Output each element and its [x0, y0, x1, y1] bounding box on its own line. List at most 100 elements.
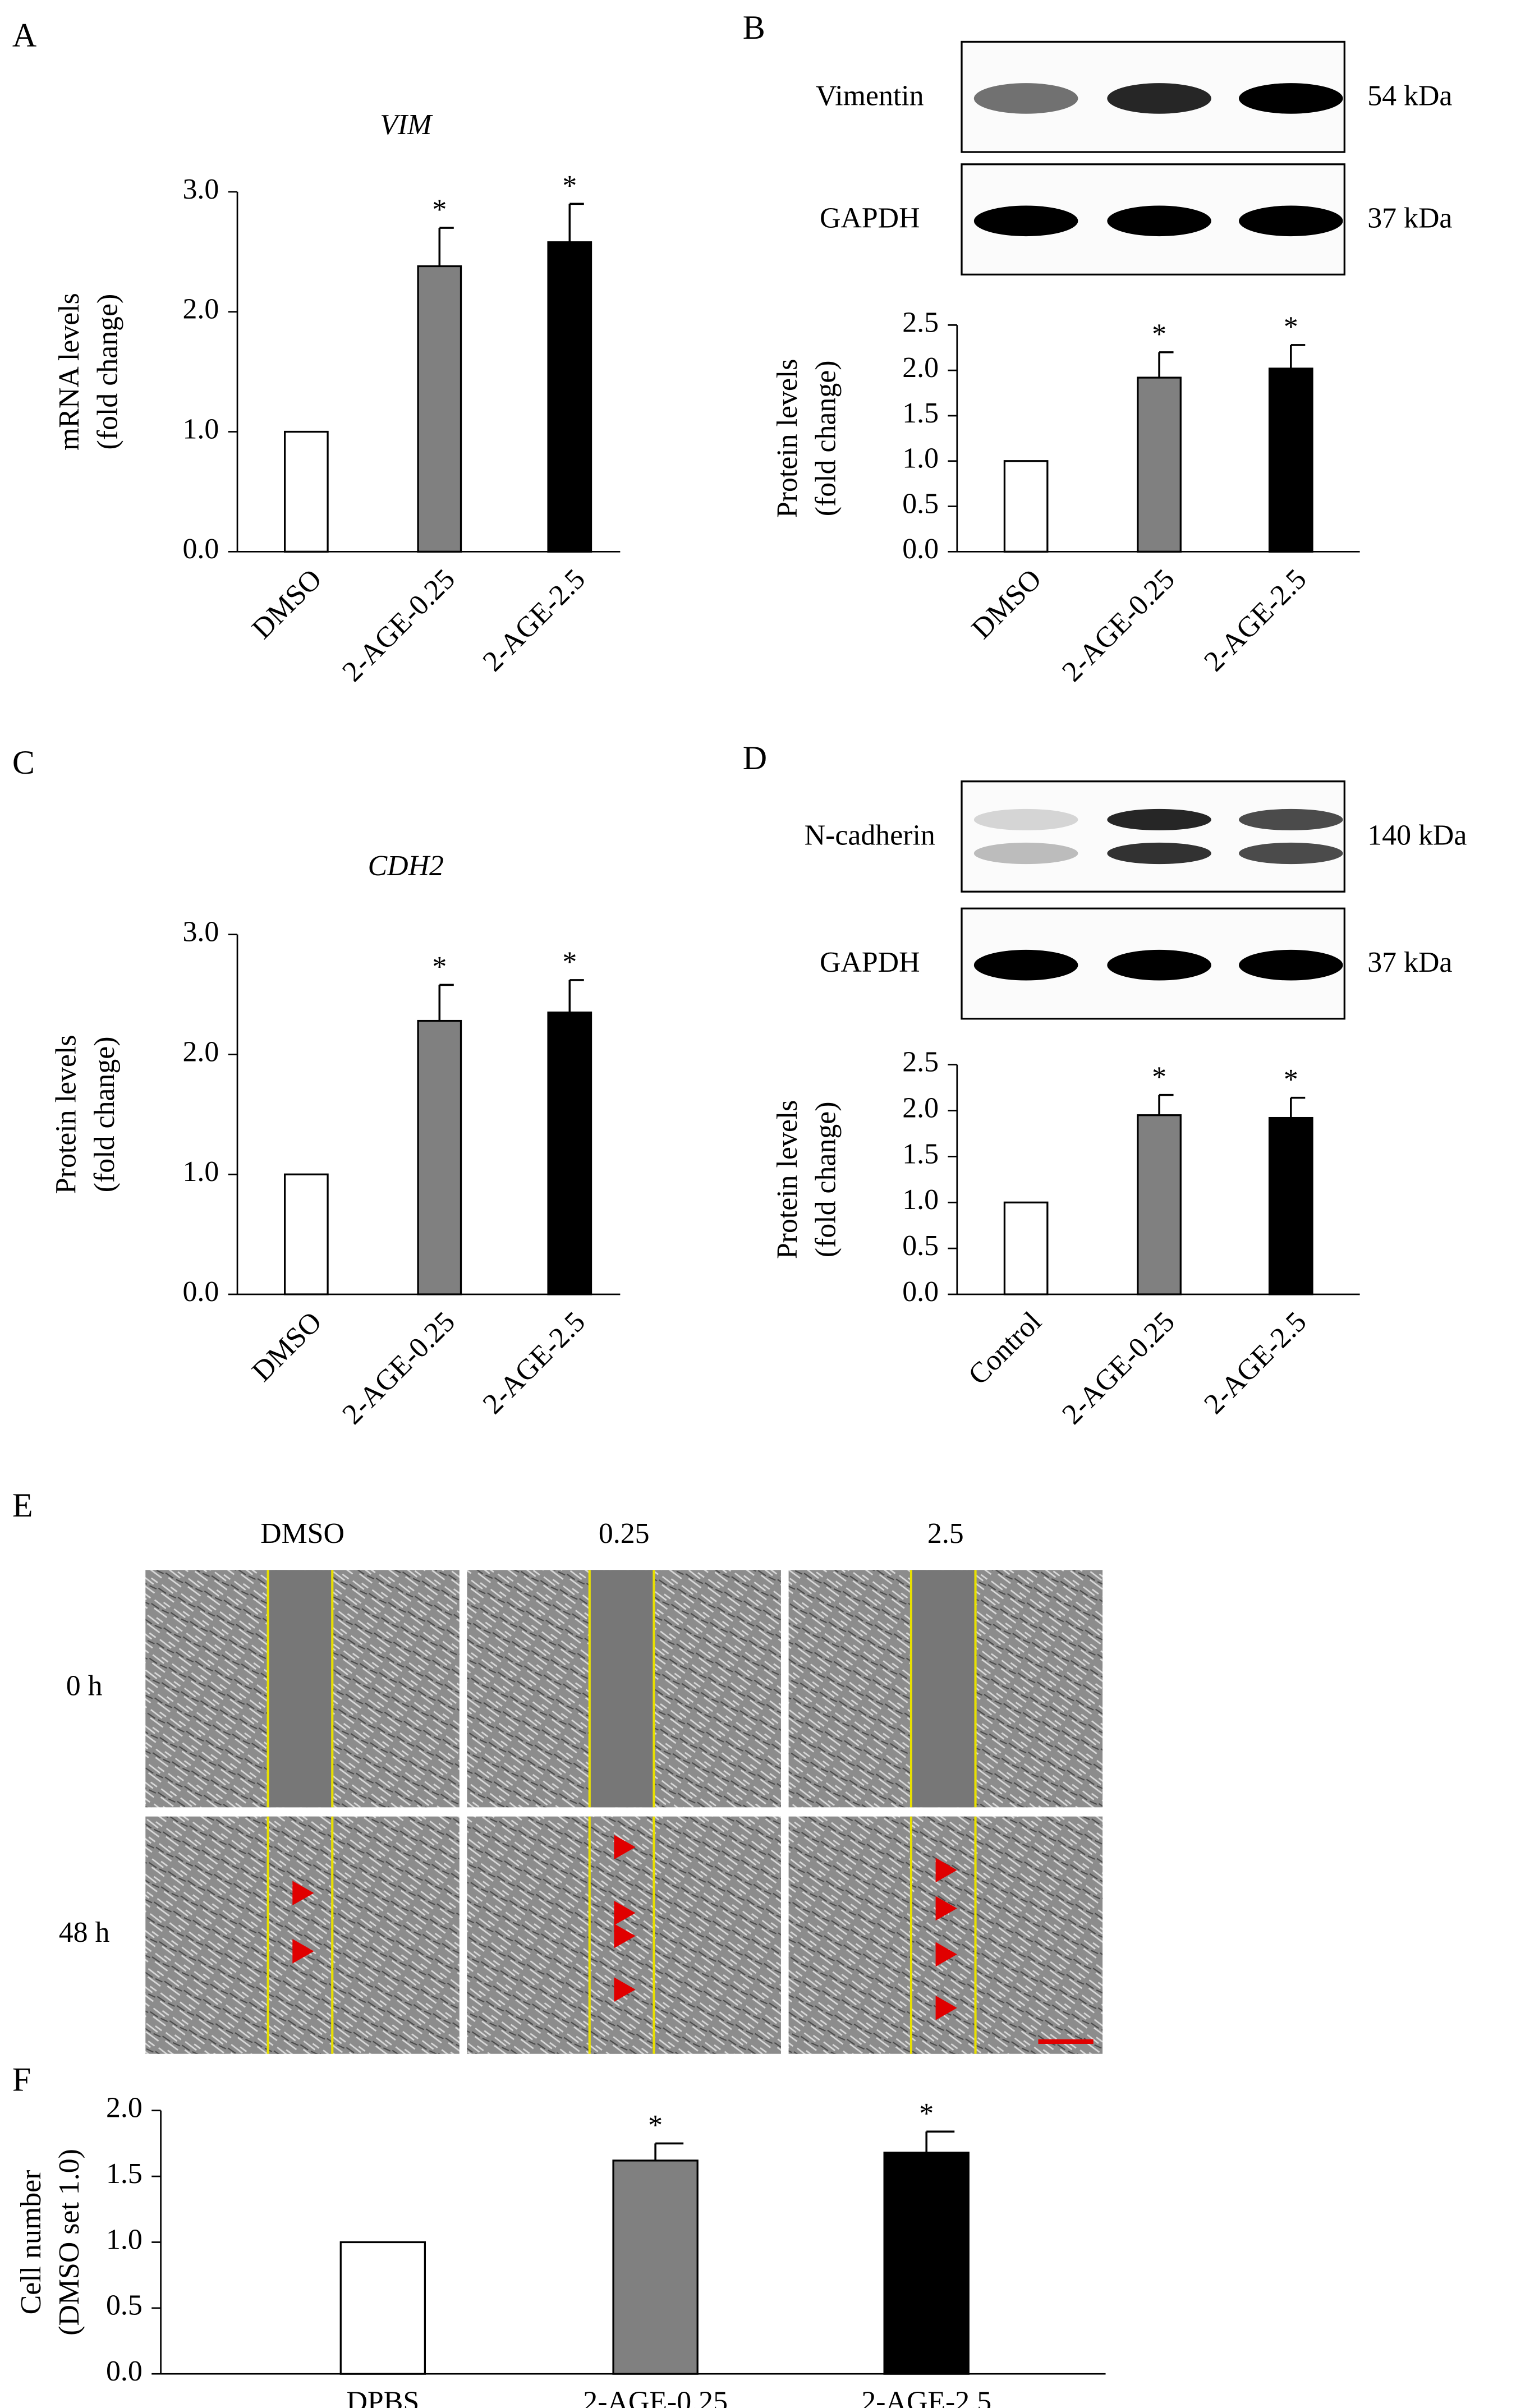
significance-mark: * — [1152, 318, 1166, 350]
panel-letter: E — [12, 1486, 33, 1524]
blot-band — [1107, 83, 1211, 114]
y-tick-label: 1.5 — [902, 1138, 939, 1170]
blot-band — [1107, 949, 1211, 981]
migration-arrow — [935, 1896, 957, 1921]
y-tick-label: 0.0 — [182, 1276, 219, 1308]
y-axis-label: (fold change) — [89, 1036, 121, 1192]
bar — [547, 1011, 592, 1295]
chart-title: CDH2 — [368, 850, 444, 882]
bar — [883, 2152, 970, 2375]
y-tick-label: 1.5 — [106, 2158, 143, 2190]
y-tick-label: 2.0 — [106, 2092, 143, 2124]
error-bar — [1158, 351, 1174, 378]
y-tick-label: 0.5 — [902, 1230, 939, 1262]
x-tick-label: 2-AGE-2.5 — [477, 1306, 591, 1420]
y-tick-label: 1.0 — [902, 1184, 939, 1216]
y-tick-label: 0.5 — [902, 488, 939, 520]
x-tick-label: DMSO — [246, 563, 328, 645]
y-tick-label: 2.5 — [902, 306, 939, 338]
y-axis-label: (fold change) — [810, 360, 842, 516]
blot-size: 37 kDa — [1367, 946, 1452, 978]
x-tick-label: 2-AGE-2.5 — [477, 563, 591, 678]
y-tick-label: 3.0 — [182, 916, 219, 948]
y-tick-label: 0.0 — [106, 2355, 143, 2387]
y-tick-label: 1.0 — [106, 2223, 143, 2255]
blot-band — [973, 808, 1078, 831]
bar — [1268, 367, 1313, 553]
blot-band — [1107, 842, 1211, 865]
y-axis-label: (fold change) — [810, 1101, 842, 1257]
blot-band — [1238, 83, 1343, 114]
wound-gap — [911, 1816, 976, 2054]
blot-label: GAPDH — [820, 203, 920, 235]
blot-band — [1238, 808, 1343, 831]
x-tick-label: 2-AGE-0.25 — [1056, 563, 1181, 688]
migration-arrow — [614, 1977, 636, 2002]
bar — [284, 1173, 329, 1295]
error-bar — [1158, 1093, 1174, 1115]
panel-letter: F — [12, 2060, 31, 2098]
error-bar — [1290, 1096, 1306, 1118]
bar — [1137, 376, 1182, 553]
bar — [1137, 1114, 1182, 1295]
blot-label: N-cadherin — [805, 820, 935, 852]
y-tick-label: 1.5 — [902, 397, 939, 429]
chart-title: VIM — [380, 109, 433, 141]
blot-band — [1238, 842, 1343, 865]
y-tick-label: 2.0 — [182, 293, 219, 325]
migration-arrow — [614, 1923, 636, 1949]
blot-band — [1238, 205, 1343, 237]
blot-band — [1107, 808, 1211, 831]
x-tick-label: DMSO — [246, 1306, 328, 1387]
y-tick-label: 0.0 — [902, 1276, 939, 1308]
wound-gap — [268, 1816, 333, 2054]
y-axis-label: Cell number — [15, 2170, 47, 2315]
x-tick-label: 2-AGE-0.25 — [336, 1306, 461, 1431]
blot-frame — [961, 780, 1345, 893]
significance-mark: * — [432, 194, 447, 226]
migration-arrow — [935, 1858, 957, 1883]
x-tick-label: 2-AGE-0.25 — [336, 563, 461, 688]
panel-letter: A — [12, 16, 36, 54]
blot-label: Vimentin — [816, 80, 924, 112]
bar — [284, 430, 329, 553]
row-label: 0 h — [66, 1670, 103, 1702]
wound-gap — [589, 1570, 654, 1808]
significance-mark: * — [1152, 1061, 1166, 1093]
bar — [1003, 460, 1049, 553]
migration-arrow — [292, 1939, 314, 1964]
y-tick-label: 0.0 — [902, 533, 939, 565]
error-bar — [568, 979, 584, 1013]
blot-label: GAPDH — [820, 946, 920, 978]
x-tick-label: DMSO — [966, 563, 1048, 645]
y-tick-label: 2.0 — [182, 1036, 219, 1068]
y-tick-label: 3.0 — [182, 173, 219, 205]
blot-band — [973, 842, 1078, 865]
bar — [339, 2241, 426, 2375]
x-tick-label: Control — [962, 1306, 1048, 1391]
y-axis-label: mRNA levels — [53, 293, 85, 451]
y-axis-label: Protein levels — [771, 359, 803, 518]
migration-arrow — [935, 1942, 957, 1967]
column-label: DMSO — [260, 1518, 344, 1550]
x-tick-label: 2-AGE-2.5 — [1198, 1306, 1312, 1420]
error-bar — [925, 2130, 955, 2153]
migration-arrow — [614, 1900, 636, 1926]
blot-size: 140 kDa — [1367, 820, 1467, 852]
y-tick-label: 0.5 — [106, 2290, 143, 2322]
panel-letter: D — [743, 739, 767, 776]
significance-mark: * — [919, 2098, 934, 2130]
y-tick-label: 2.5 — [902, 1046, 939, 1078]
y-axis-label: (fold change) — [91, 294, 123, 450]
blot-band — [973, 205, 1078, 237]
wound-gap — [268, 1570, 333, 1808]
bar — [417, 265, 462, 553]
migration-arrow — [292, 1881, 314, 1906]
x-tick-label: 2-AGE-2.5 — [861, 2386, 991, 2408]
panel-letter: C — [12, 743, 35, 781]
blot-band — [973, 949, 1078, 981]
y-tick-label: 2.0 — [902, 352, 939, 384]
migration-arrow — [614, 1835, 636, 1860]
